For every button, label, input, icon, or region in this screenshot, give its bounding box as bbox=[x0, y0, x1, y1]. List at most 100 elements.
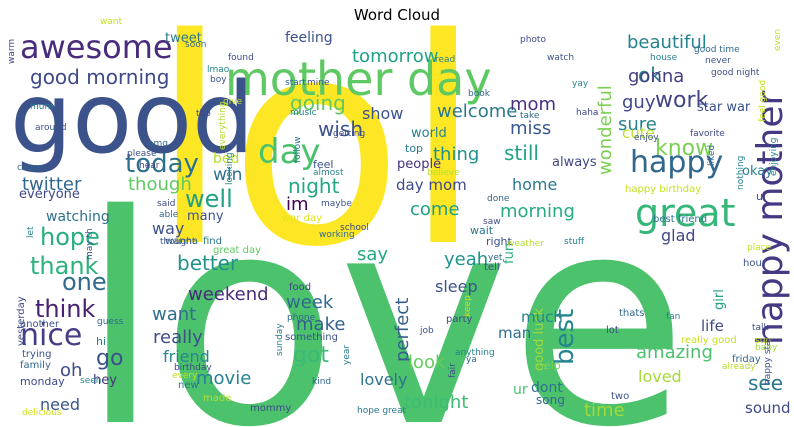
word-thought: thought bbox=[160, 237, 196, 247]
word-show: show bbox=[362, 104, 403, 123]
word-book: book bbox=[468, 89, 491, 99]
word-hear: hear bbox=[139, 161, 160, 171]
word-hey: hey bbox=[93, 373, 117, 388]
word-read: read bbox=[435, 55, 455, 65]
word-week: week bbox=[286, 292, 334, 313]
word-help: help bbox=[537, 359, 561, 372]
word-got: got bbox=[293, 343, 329, 368]
word-delicious: delicious bbox=[22, 408, 62, 418]
word-saw: saw bbox=[483, 217, 501, 227]
word-life: life bbox=[701, 317, 724, 335]
word-ya: ya bbox=[466, 355, 477, 365]
word-every: every bbox=[172, 371, 198, 381]
word-kind: kind bbox=[312, 377, 331, 387]
word-go: go bbox=[96, 346, 123, 371]
word-nothing: nothing bbox=[736, 156, 746, 190]
word-job: job bbox=[419, 326, 434, 336]
word-mum: mum bbox=[30, 102, 53, 112]
word-photo: photo bbox=[520, 35, 546, 45]
word-thats: thats bbox=[619, 308, 645, 319]
word-already: already bbox=[722, 362, 756, 372]
word-keep: keep bbox=[463, 295, 473, 317]
word-thank: thank bbox=[30, 252, 99, 280]
word-maybe: maybe bbox=[321, 199, 352, 209]
word-seen: seen bbox=[80, 376, 101, 386]
word-enjoy: enjoy bbox=[634, 133, 659, 143]
word-party: party bbox=[446, 314, 473, 325]
word-lot: lot bbox=[606, 325, 619, 336]
word-okay: okay bbox=[742, 164, 773, 179]
word-time: time bbox=[584, 400, 625, 421]
word-tell: tell bbox=[484, 262, 500, 273]
word-movie: movie bbox=[196, 368, 251, 389]
word-done: done bbox=[487, 194, 510, 204]
word-sound: sound bbox=[745, 399, 791, 417]
word-friend: friend bbox=[163, 347, 210, 366]
word-right: right bbox=[486, 235, 513, 248]
word-everyone: everyone bbox=[19, 187, 80, 202]
word-u: u bbox=[756, 190, 763, 203]
word-working: working bbox=[319, 230, 355, 240]
word-top: top bbox=[405, 142, 423, 155]
word-hour: hour bbox=[743, 258, 767, 269]
word-yesterday: yesterday bbox=[16, 296, 27, 346]
word-new: new bbox=[178, 380, 199, 391]
word-wanna: wanna bbox=[165, 236, 198, 247]
word-want: want bbox=[152, 304, 196, 325]
word-great: great bbox=[635, 191, 735, 235]
word-found: found bbox=[228, 53, 254, 63]
word-made: made bbox=[203, 393, 231, 404]
word-thing: thing bbox=[433, 144, 479, 165]
word-guess: guess bbox=[97, 317, 124, 327]
word-good-luck: good luck bbox=[532, 307, 547, 371]
word-yay: yay bbox=[572, 79, 589, 89]
word-better: better bbox=[177, 251, 239, 275]
word-happy-star: happy star bbox=[763, 336, 773, 385]
word-feel: feel bbox=[313, 158, 333, 171]
word-many: many bbox=[187, 209, 224, 224]
word-morning: morning bbox=[500, 201, 575, 222]
word-fair: fair bbox=[448, 363, 458, 378]
word-lovely: lovely bbox=[360, 370, 407, 389]
word-bed: bed bbox=[213, 151, 239, 167]
word-glad: glad bbox=[661, 226, 696, 245]
word-take: take bbox=[520, 111, 540, 121]
word-haha: haha bbox=[576, 108, 598, 118]
word-star-war: star war bbox=[697, 100, 751, 115]
word-today: today bbox=[125, 149, 199, 179]
word-sure: sure bbox=[618, 114, 657, 135]
word-cute: cute bbox=[622, 124, 655, 142]
word-music: music bbox=[290, 108, 317, 118]
word-wish: wish bbox=[318, 117, 363, 141]
word-come: come bbox=[410, 199, 460, 220]
word-tomorrow: tomorrow bbox=[352, 46, 438, 67]
word-going: going bbox=[290, 91, 346, 115]
word-good: good bbox=[10, 62, 254, 176]
word-sleep: sleep bbox=[435, 277, 478, 296]
word-anything: anything bbox=[455, 348, 495, 358]
word-weather: weather bbox=[507, 239, 544, 249]
word-soon: soon bbox=[185, 40, 206, 50]
word-may-th: may th bbox=[85, 228, 95, 260]
word-boy: boy bbox=[210, 75, 227, 85]
word-people: people bbox=[397, 157, 441, 172]
word-weekend: weekend bbox=[188, 284, 269, 305]
word-amazing: amazing bbox=[636, 342, 713, 363]
word-please: please bbox=[127, 149, 157, 159]
word-give: give bbox=[223, 97, 243, 107]
word-im: im bbox=[286, 194, 309, 215]
word-twitter: twitter bbox=[22, 174, 82, 195]
word-food: food bbox=[289, 282, 311, 293]
word-always: always bbox=[552, 155, 597, 170]
word-even: even bbox=[773, 29, 783, 51]
word-mother-day: mother day bbox=[225, 52, 492, 106]
word-stuff: stuff bbox=[564, 237, 585, 247]
word-baby: baby bbox=[755, 343, 778, 353]
word-talk: talk bbox=[752, 323, 770, 333]
word-family: family bbox=[20, 360, 51, 371]
word-mom: mom bbox=[510, 94, 556, 115]
word-fun: fun bbox=[502, 243, 517, 264]
word-happy-birthday: happy birthday bbox=[625, 184, 701, 195]
word-omg: omg bbox=[148, 139, 168, 149]
